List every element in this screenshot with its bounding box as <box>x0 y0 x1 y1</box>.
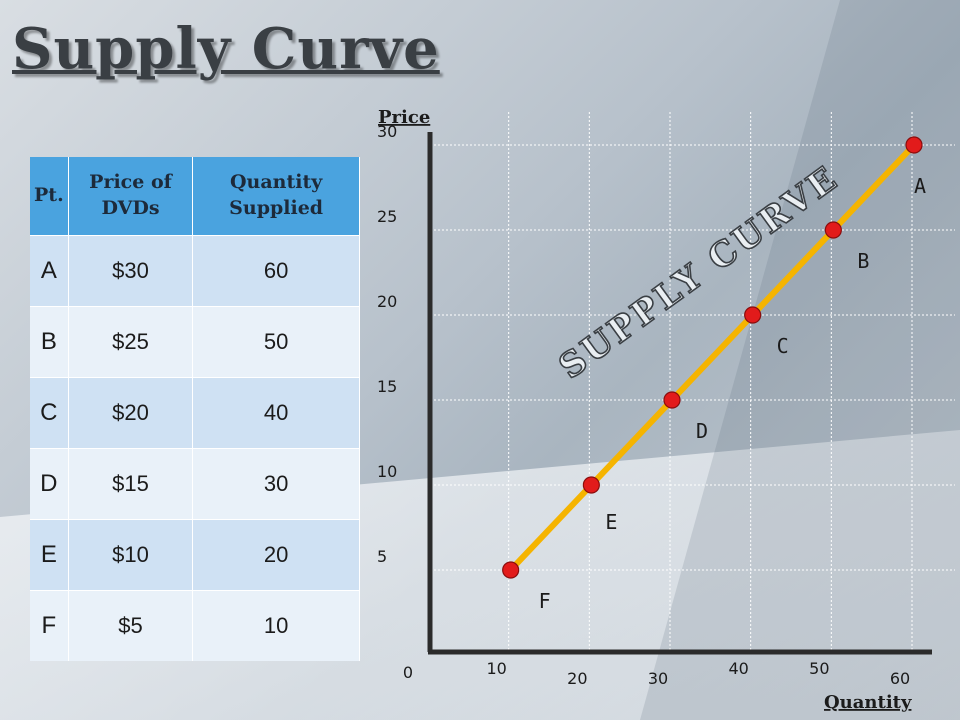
header-quantity: Quantity Supplied <box>192 157 360 236</box>
cell-point: A <box>30 235 69 307</box>
table-row: A $30 60 <box>30 235 360 307</box>
point-label-a: A <box>914 174 926 198</box>
table-row: D $15 30 <box>30 448 360 520</box>
cell-quantity: 10 <box>192 590 360 661</box>
cell-price: $25 <box>68 306 194 378</box>
cell-price: $30 <box>68 235 194 307</box>
table-row: C $20 40 <box>30 377 360 449</box>
y-tick-label: 25 <box>377 207 397 226</box>
cell-price: $5 <box>68 590 194 661</box>
supply-line <box>507 142 917 573</box>
header-point: Pt. <box>30 157 69 236</box>
y-tick-label: 30 <box>377 122 397 141</box>
cell-price: $10 <box>68 519 194 591</box>
cell-quantity: 20 <box>192 519 360 591</box>
x-tick-label: 10 <box>486 659 506 678</box>
table-row: E $10 20 <box>30 519 360 591</box>
x-tick-label: 20 <box>567 669 587 688</box>
cell-point: E <box>30 519 69 591</box>
x-tick-label: 0 <box>403 663 413 682</box>
data-point-c <box>744 306 762 324</box>
point-label-b: B <box>857 249 869 273</box>
x-tick-label: 60 <box>890 669 910 688</box>
supply-schedule-table: Pt. Price of DVDs Quantity Supplied A $3… <box>30 157 360 661</box>
data-point-a <box>905 136 923 154</box>
cell-point: D <box>30 448 69 520</box>
table-header-row: Pt. Price of DVDs Quantity Supplied <box>30 157 360 236</box>
supply-curve-label: SUPPLY CURVE <box>552 158 847 387</box>
header-price: Price of DVDs <box>68 157 194 236</box>
x-tick-label: 50 <box>809 659 829 678</box>
cell-price: $20 <box>68 377 194 449</box>
page-title: Supply Curve <box>12 16 440 82</box>
data-point-b <box>824 221 842 239</box>
cell-quantity: 50 <box>192 306 360 378</box>
point-label-d: D <box>696 419 708 443</box>
cell-point: C <box>30 377 69 449</box>
y-tick-label: 15 <box>377 377 397 396</box>
cell-quantity: 60 <box>192 235 360 307</box>
y-tick-label: 5 <box>377 547 387 566</box>
data-point-e <box>582 476 600 494</box>
table-row: F $5 10 <box>30 590 360 661</box>
y-tick-label: 20 <box>377 292 397 311</box>
y-axis-title: Price <box>378 107 430 128</box>
point-label-c: C <box>777 334 789 358</box>
cell-point: F <box>30 590 69 661</box>
x-tick-label: 30 <box>648 669 668 688</box>
x-axis-title: Quantity <box>824 692 912 713</box>
y-tick-label: 10 <box>377 462 397 481</box>
x-tick-label: 40 <box>728 659 748 678</box>
table-row: B $25 50 <box>30 306 360 378</box>
cell-price: $15 <box>68 448 194 520</box>
cell-quantity: 30 <box>192 448 360 520</box>
cell-point: B <box>30 306 69 378</box>
data-point-d <box>663 391 681 409</box>
data-point-f <box>502 561 520 579</box>
point-label-f: F <box>539 589 551 613</box>
cell-quantity: 40 <box>192 377 360 449</box>
point-label-e: E <box>605 510 617 534</box>
